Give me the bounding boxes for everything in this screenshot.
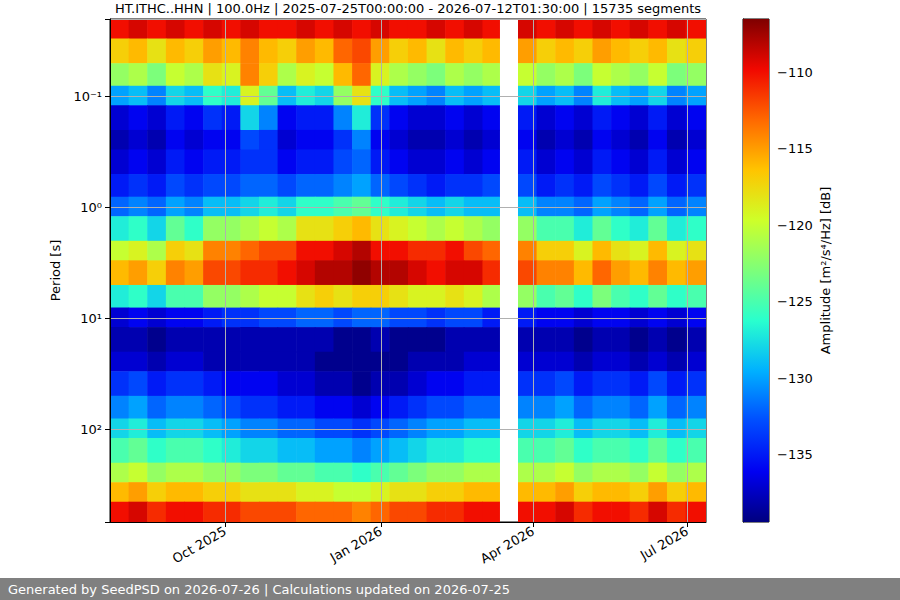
svg-text:Oct 2025: Oct 2025 bbox=[170, 524, 229, 567]
svg-text:HT.ITHC..HHN | 100.0Hz | 2025-: HT.ITHC..HHN | 100.0Hz | 2025-07-25T00:0… bbox=[115, 1, 701, 16]
svg-text:10⁰: 10⁰ bbox=[80, 200, 102, 215]
svg-text:Jan 2026: Jan 2026 bbox=[327, 524, 385, 566]
svg-text:10¹: 10¹ bbox=[80, 311, 102, 326]
svg-text:−125: −125 bbox=[777, 294, 813, 309]
svg-text:Amplitude [m²/s⁴/Hz] [dB]: Amplitude [m²/s⁴/Hz] [dB] bbox=[818, 187, 833, 355]
svg-text:Generated by SeedPSD on 2026-0: Generated by SeedPSD on 2026-07-26 | Cal… bbox=[8, 582, 510, 597]
svg-text:−115: −115 bbox=[777, 141, 813, 156]
svg-text:Apr 2026: Apr 2026 bbox=[478, 524, 537, 567]
svg-text:−130: −130 bbox=[777, 371, 813, 386]
svg-text:−135: −135 bbox=[777, 447, 813, 462]
svg-text:10⁻¹: 10⁻¹ bbox=[73, 89, 102, 104]
svg-text:−120: −120 bbox=[777, 218, 813, 233]
svg-text:10²: 10² bbox=[80, 422, 102, 437]
svg-text:Period [s]: Period [s] bbox=[48, 240, 63, 302]
svg-text:−110: −110 bbox=[777, 65, 813, 80]
svg-text:Jul 2026: Jul 2026 bbox=[637, 524, 691, 564]
